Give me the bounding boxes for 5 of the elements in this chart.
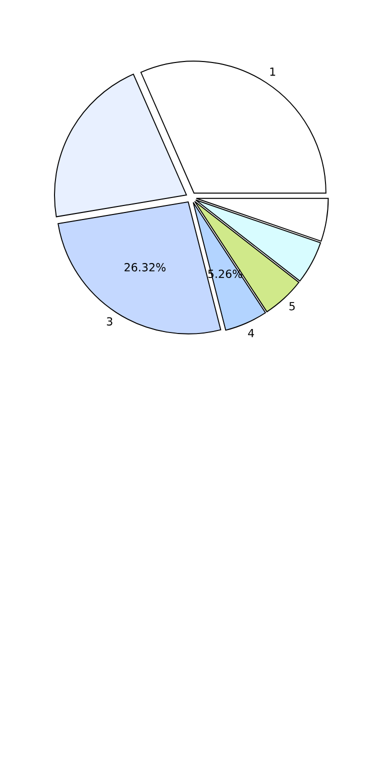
slice-label: 3 [106, 317, 112, 326]
slice-label: 1 [270, 68, 276, 76]
data-label: 26.32% [124, 263, 166, 272]
slice-label: 5 [289, 302, 295, 310]
slice-label: 4 [248, 328, 254, 338]
